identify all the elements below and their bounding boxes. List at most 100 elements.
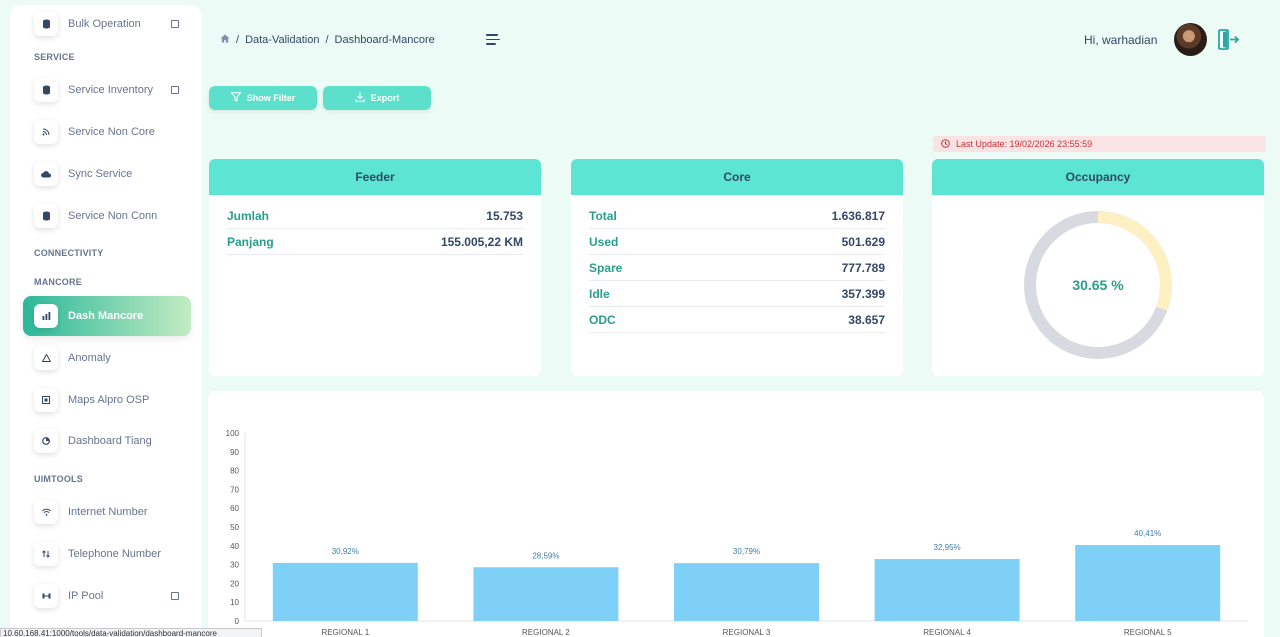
core-row: Total 1.636.817 [589, 203, 885, 229]
home-icon[interactable] [220, 34, 230, 46]
core-key: Spare [589, 260, 623, 275]
expand-icon[interactable] [171, 20, 179, 28]
avatar[interactable] [1174, 23, 1207, 56]
menu-toggle-icon[interactable] [486, 34, 500, 45]
bar [674, 563, 819, 621]
sidebar-item-label: Dash Mancore [68, 310, 144, 322]
occupancy-card: Occupancy 30.65 % [932, 159, 1264, 376]
last-update-text: Last Update: 19/02/2026 23:55:59 [956, 139, 1093, 149]
feeder-value: 155.005,22 KM [440, 234, 523, 249]
feeder-value: 15.753 [486, 208, 523, 223]
sidebar-item-sync-service[interactable]: Sync Service [23, 154, 191, 194]
breadcrumb-separator: / [236, 34, 240, 46]
sidebar-item-label: Service Inventory [68, 84, 153, 96]
sidebar-item-label: Maps Alpro OSP [68, 394, 150, 406]
core-card: Core Total 1.636.817 Used 501.629 Spare … [571, 159, 903, 376]
sidebar-item-label: Service Non Core [68, 126, 155, 138]
expand-icon[interactable] [171, 592, 179, 600]
sidebar-item-dashboard-tiang[interactable]: Dashboard Tiang [23, 421, 191, 461]
x-tick-label: REGIONAL 1 [321, 628, 369, 637]
core-value: 38.657 [848, 312, 885, 327]
bar-chart-icon [34, 304, 58, 328]
sidebar-item-telephone-number[interactable]: Telephone Number [23, 534, 191, 574]
expand-icon[interactable] [171, 86, 179, 94]
sidebar-item-service-non-conn[interactable]: Service Non Conn [23, 196, 191, 236]
x-tick-label: REGIONAL 4 [923, 628, 971, 637]
regional-bar-chart: 0 10 20 30 40 50 60 70 80 90 100 30,92% REGIONAL 1 28… [226, 429, 1248, 637]
feeder-key: Jumlah [227, 208, 270, 223]
feeder-row: Panjang 155.005,22 KM [227, 229, 523, 255]
download-icon [355, 92, 365, 104]
show-filter-label: Show Filter [246, 93, 296, 103]
y-tick-label: 70 [230, 485, 239, 494]
sidebar-item-label: Bulk Operation [68, 18, 141, 30]
y-tick-label: 100 [226, 429, 240, 438]
map-icon [34, 388, 58, 412]
status-bar-url: 10.60.168.41:1000/tools/data-validation/… [0, 628, 262, 637]
wifi-icon [34, 500, 58, 524]
sidebar-item-anomaly[interactable]: Anomaly [23, 338, 191, 378]
sidebar-item-maps-alpro-osp[interactable]: Maps Alpro OSP [23, 380, 191, 420]
core-value: 357.399 [841, 286, 885, 301]
y-tick-label: 10 [230, 598, 239, 607]
occupancy-gauge: 30.65 % [1024, 211, 1172, 359]
bar [1075, 545, 1221, 621]
x-tick-label: REGIONAL 3 [723, 628, 771, 637]
sidebar-item-service-non-core[interactable]: Service Non Core [23, 112, 191, 152]
regional-chart-card: 0 10 20 30 40 50 60 70 80 90 100 30,92% REGIONAL 1 28… [208, 391, 1264, 637]
pie-icon [34, 429, 58, 453]
rss-icon [34, 120, 58, 144]
core-row: Idle 357.399 [589, 281, 885, 307]
sidebar-item-label: Telephone Number [68, 548, 161, 560]
y-tick-label: 50 [230, 523, 239, 532]
core-key: Idle [589, 286, 610, 301]
sidebar-item-bulk-operation[interactable]: Bulk Operation [23, 4, 191, 44]
occupancy-card-title: Occupancy [932, 159, 1264, 195]
x-tick-label: REGIONAL 5 [1124, 628, 1172, 637]
gauge-fill [1024, 211, 1172, 359]
section-connectivity: CONNECTIVITY [34, 248, 104, 258]
sidebar-item-ip-pool[interactable]: IP Pool [23, 576, 191, 616]
logout-icon[interactable] [1216, 28, 1240, 52]
export-button[interactable]: Export [323, 86, 431, 110]
sidebar-item-label: Internet Number [68, 506, 148, 518]
clock-icon [941, 138, 950, 150]
feeder-card-title: Feeder [209, 159, 541, 195]
export-label: Export [370, 93, 400, 103]
database-icon [34, 204, 58, 228]
feeder-card: Feeder Jumlah 15.753 Panjang 155.005,22 … [209, 159, 541, 376]
sidebar-item-label: Service Non Conn [68, 210, 158, 222]
show-filter-button[interactable]: Show Filter [209, 86, 317, 110]
section-service: SERVICE [34, 52, 75, 62]
bar [874, 559, 1020, 621]
core-value: 1.636.817 [831, 208, 885, 223]
core-row: Used 501.629 [589, 229, 885, 255]
core-value: 501.629 [841, 234, 885, 249]
y-tick-label: 60 [230, 504, 239, 513]
core-key: Total [589, 208, 617, 223]
occupancy-value: 30.65 % [1072, 277, 1124, 293]
sidebar-item-dash-mancore[interactable]: Dash Mancore [23, 296, 191, 336]
core-row: ODC 38.657 [589, 307, 885, 333]
bar [473, 567, 619, 621]
breadcrumb-dashboard-mancore: Dashboard-Mancore [334, 34, 435, 46]
bar-data-label: 30,92% [332, 547, 359, 556]
core-key: Used [589, 234, 619, 249]
bar [272, 562, 418, 621]
sidebar-item-internet-number[interactable]: Internet Number [23, 492, 191, 532]
sidebar-item-service-inventory[interactable]: Service Inventory [23, 70, 191, 110]
sidebar-item-label: IP Pool [68, 590, 104, 602]
section-uimtools: UIMTOOLS [34, 474, 83, 484]
database-icon [34, 12, 58, 36]
sidebar-item-label: Sync Service [68, 168, 133, 180]
y-tick-label: 90 [230, 448, 239, 457]
core-value: 777.789 [841, 260, 885, 275]
x-tick-label: REGIONAL 2 [522, 628, 570, 637]
core-row: Spare 777.789 [589, 255, 885, 281]
feeder-row: Jumlah 15.753 [227, 203, 523, 229]
bar-data-label: 28,59% [532, 551, 559, 560]
y-tick-label: 0 [235, 617, 240, 626]
breadcrumb-data-validation[interactable]: Data-Validation [245, 34, 320, 46]
user-greeting: Hi, warhadian [1084, 33, 1158, 47]
bar-data-label: 40,41% [1134, 529, 1161, 538]
